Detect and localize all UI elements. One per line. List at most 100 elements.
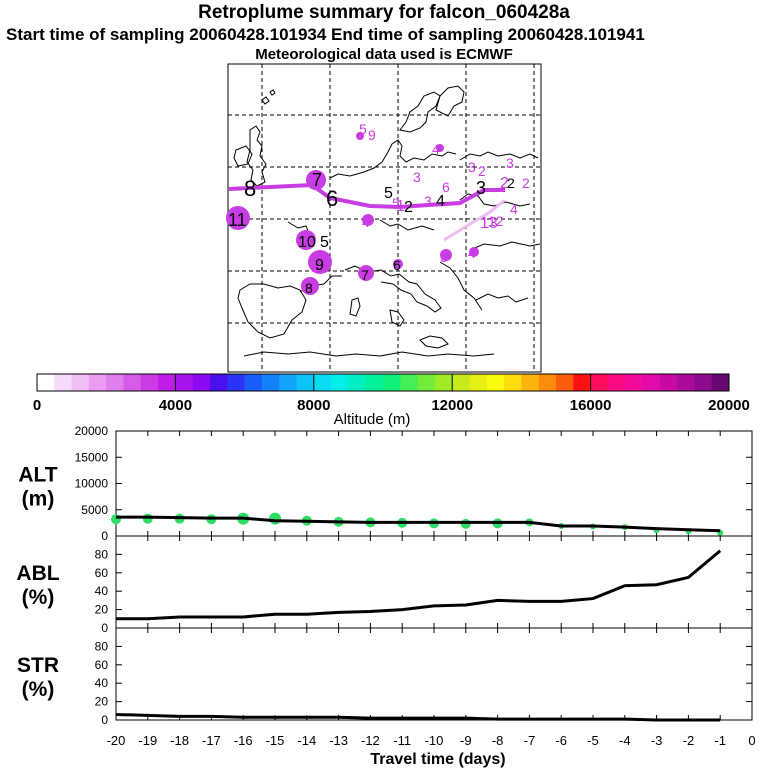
cluster-circles — [226, 132, 479, 295]
map-label: 10 — [298, 234, 316, 251]
map-label: 9 — [368, 127, 376, 143]
colorbar-swatch — [486, 374, 505, 391]
colorbar-swatch — [227, 374, 246, 391]
altitude-point — [269, 512, 281, 525]
x-tick-label: 0 — [748, 733, 755, 748]
map-label: 3 — [506, 155, 514, 171]
colorbar-tick-label: 4000 — [159, 397, 192, 414]
altitude-mean-line — [116, 515, 721, 533]
x-tick-label: -19 — [138, 733, 157, 748]
x-tick-label: -3 — [651, 733, 663, 748]
y-tick-label: 15000 — [75, 450, 109, 464]
map-label: 2 — [522, 175, 530, 191]
colorbar-tick-label: 12000 — [431, 397, 473, 414]
colorbar-swatch — [556, 374, 574, 391]
colorbar-swatch — [659, 374, 678, 391]
y-tick-label: 0 — [101, 621, 108, 635]
cluster-circle-4b — [469, 247, 479, 257]
colorbar-tick-label: 20000 — [708, 397, 750, 414]
sampling-times: Start time of sampling 20060428.101934 E… — [6, 25, 645, 44]
map-label: 4 — [362, 214, 370, 230]
cluster-circle-9 — [308, 250, 332, 274]
y-tick-label: 80 — [95, 547, 109, 561]
map-label: 4 — [468, 245, 476, 261]
colorbar-swatch — [71, 374, 90, 391]
colorbar-swatch — [677, 374, 695, 391]
x-tick-label: -8 — [492, 733, 504, 748]
x-tick-label: -6 — [555, 733, 567, 748]
colorbar-tick-label: 0 — [33, 397, 41, 414]
colorbar-swatch — [365, 374, 384, 391]
panel-ylabel: ABL — [16, 562, 59, 585]
map-label: 5 — [359, 121, 367, 137]
x-tick-label: -16 — [234, 733, 253, 748]
cluster-circle-5a — [356, 132, 364, 140]
colorbar-swatch — [210, 374, 228, 391]
colorbar-label: Altitude (m) — [334, 411, 411, 428]
x-axis-label: Travel time (days) — [370, 751, 505, 768]
altitude-point — [142, 513, 153, 524]
str-line — [115, 712, 721, 722]
colorbar-swatch — [279, 374, 297, 391]
y-tick-label: 5000 — [81, 503, 108, 517]
x-tick-label: -20 — [107, 733, 126, 748]
colorbar-swatch — [538, 374, 557, 391]
coastlines — [233, 85, 541, 357]
map-label: 4 — [436, 193, 445, 210]
panel-ylabel: STR — [17, 654, 59, 677]
panel-ylabel: ALT — [18, 464, 57, 487]
panel-frame-abl — [115, 535, 753, 629]
colorbar-swatch — [434, 374, 453, 391]
panel-ylabel: (%) — [22, 586, 55, 609]
colorbar-swatch — [400, 374, 419, 391]
map-label: 6 — [442, 179, 450, 195]
cluster-circle-7b — [306, 170, 326, 190]
map-label: 11 — [228, 210, 247, 230]
abl-line — [116, 549, 722, 621]
colorbar-tick-label: 16000 — [570, 397, 612, 414]
map-label: 2 — [404, 199, 413, 216]
colorbar-swatch — [313, 374, 332, 391]
x-tick-label: -18 — [170, 733, 189, 748]
colorbar-tick-label: 8000 — [297, 397, 330, 414]
colorbar-swatch — [106, 374, 124, 391]
map-label: 2 — [478, 163, 486, 179]
y-tick-label: 20000 — [75, 424, 109, 438]
map-label: 4 — [432, 141, 440, 157]
cluster-circle-10 — [296, 230, 316, 250]
y-tick-label: 40 — [95, 676, 109, 690]
map-label: 9 — [315, 257, 324, 274]
colorbar-swatch — [642, 374, 661, 391]
cluster-circle-4a — [362, 214, 374, 226]
map-label: 5 — [440, 249, 448, 265]
map-label: 7 — [312, 170, 322, 190]
map-label: 13 — [480, 215, 498, 232]
colorbar-swatch — [625, 374, 643, 391]
y-tick-label: 40 — [95, 584, 109, 598]
colorbar-swatch — [348, 374, 367, 391]
colorbar-swatch — [140, 374, 159, 391]
cluster-circle-8 — [301, 277, 319, 295]
colorbar-swatch — [175, 374, 194, 391]
x-tick-label: -10 — [425, 733, 444, 748]
map-label: 2 — [507, 175, 515, 191]
y-tick-label: 20 — [95, 603, 109, 617]
colorbar-swatch — [521, 374, 540, 391]
x-tick-label: -7 — [524, 733, 536, 748]
map-label: 12 — [488, 213, 504, 229]
x-tick-label: -13 — [329, 733, 348, 748]
colorbar-swatch — [54, 374, 73, 391]
colorbar-swatch — [469, 374, 488, 391]
colorbar-swatch — [417, 374, 436, 391]
map-label: 2 — [500, 175, 509, 192]
colorbar-swatch — [123, 374, 142, 391]
map-label: 3 — [424, 193, 432, 209]
colorbar-swatch — [607, 374, 626, 391]
colorbar-swatch — [158, 374, 176, 391]
map-label: 3 — [468, 159, 476, 175]
altitude-point — [460, 518, 471, 529]
panel-frame-str — [115, 627, 753, 721]
